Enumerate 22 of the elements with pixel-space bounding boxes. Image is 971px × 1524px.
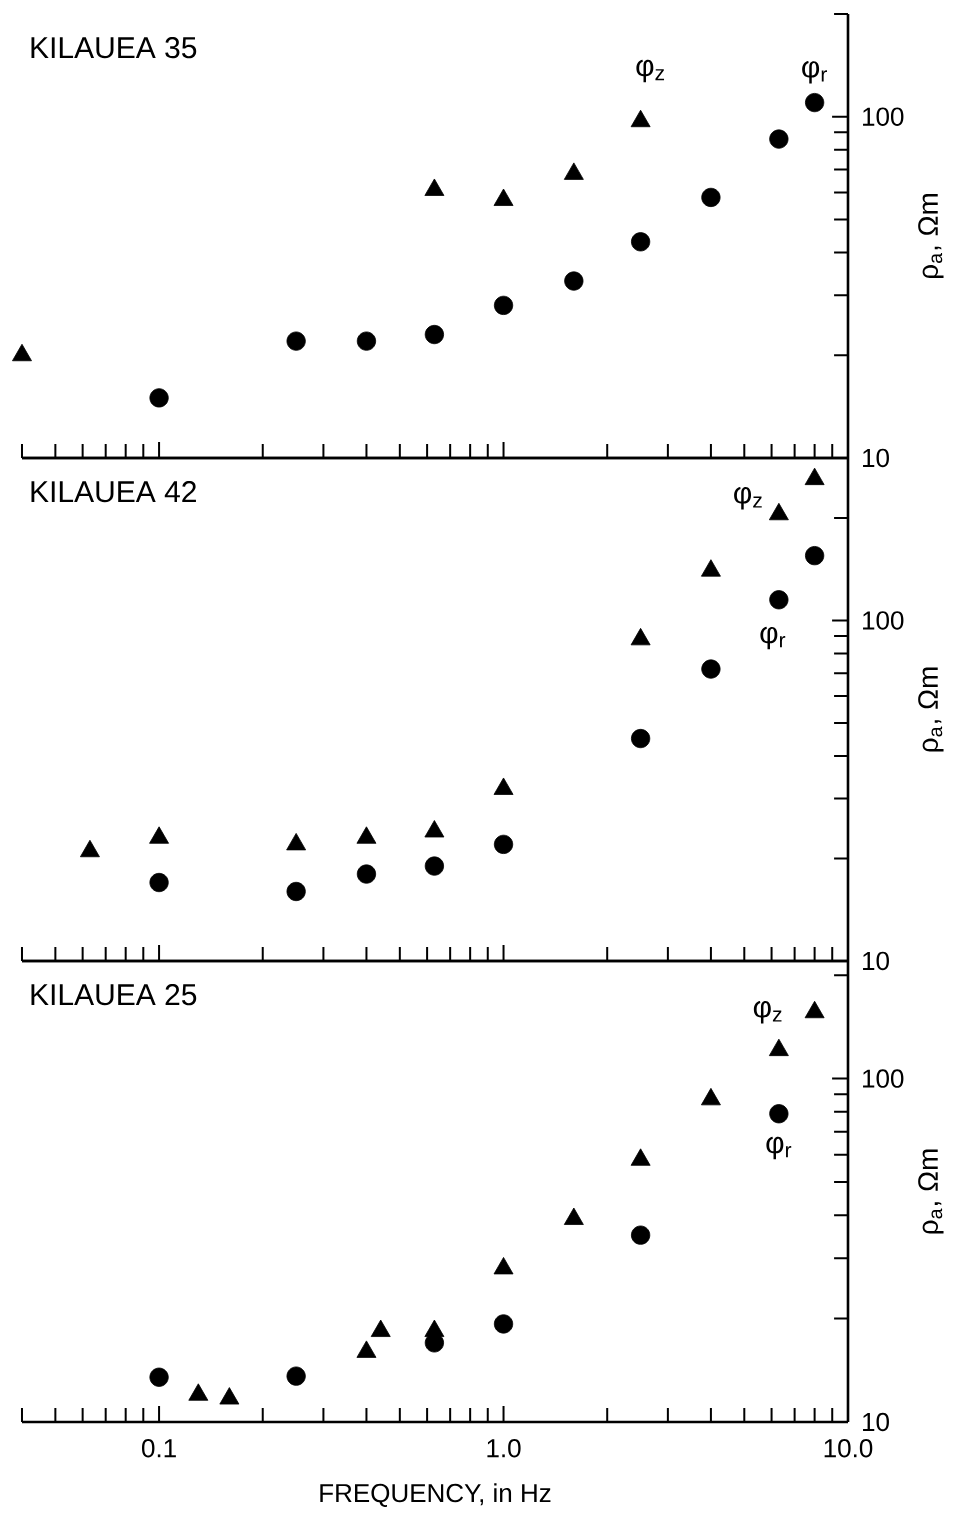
- x-tick-label: 0.1: [142, 1439, 176, 1458]
- y-tick-label: 100: [863, 107, 904, 126]
- text: KILAUEA 25: [31, 984, 197, 1006]
- x-tick-label: 10.0: [824, 1439, 873, 1458]
- y-tick-label: 100: [863, 611, 904, 630]
- series-label: φ$_{r}$: [766, 1136, 792, 1160]
- series-label: φ$_{z}$: [734, 487, 762, 510]
- y-axis-title: ρ$_{a}$, Ωm: [918, 667, 944, 752]
- y-tick-label: 10: [863, 951, 889, 971]
- series-label: φ$_{r}$: [802, 61, 827, 84]
- y-tick-label: 10: [863, 448, 889, 468]
- series-label: φ$_{z}$: [636, 59, 665, 83]
- x-tick-label: 1.0: [487, 1439, 521, 1458]
- x-axis-title: FREQUENCY, in Hz: [320, 1483, 551, 1507]
- y-tick-label: 10: [863, 1412, 889, 1432]
- y-axis-title: ρ$_{a}$, Ωm: [918, 1149, 944, 1234]
- y-axis-title: ρ$_{a}$, Ωm: [918, 194, 944, 278]
- text: KILAUEA 35: [31, 37, 197, 59]
- series-label: φ$_{z}$: [753, 1001, 782, 1024]
- legend-label: φ$_{r}$: [760, 626, 786, 650]
- y-tick-label: 100: [863, 1069, 904, 1088]
- text: KILAUEA 42: [31, 481, 196, 503]
